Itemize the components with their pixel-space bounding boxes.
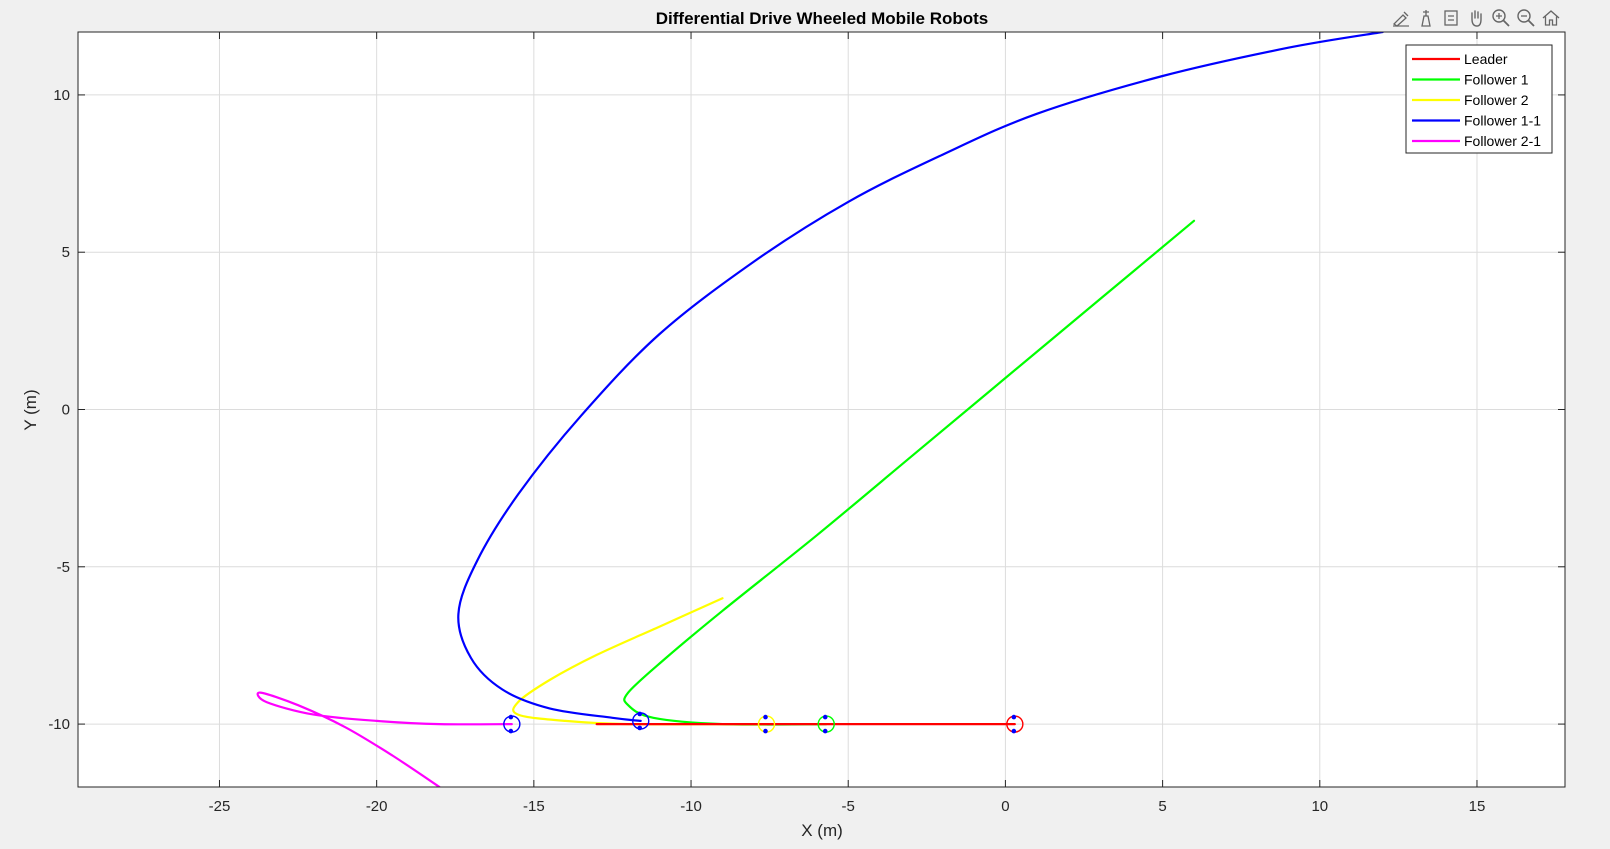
- legend-label: Leader: [1464, 51, 1508, 67]
- legend-label: Follower 1-1: [1464, 113, 1541, 129]
- series-layer: [256, 32, 1384, 787]
- robot-marker: [632, 711, 650, 731]
- robot-marker: [503, 714, 521, 734]
- y-tick-label: 0: [62, 402, 70, 419]
- x-tick-label: -5: [842, 798, 855, 815]
- legend-entry[interactable]: Follower 2: [1412, 92, 1529, 108]
- legend-entry[interactable]: Follower 2-1: [1412, 133, 1541, 149]
- robot-wheel: [763, 728, 768, 734]
- x-tick-label: -20: [366, 798, 388, 815]
- legend-entry[interactable]: Leader: [1412, 51, 1508, 67]
- data-cursor-button[interactable]: [1440, 6, 1462, 30]
- x-tick-label: -10: [680, 798, 702, 815]
- brush-edit-icon: [1392, 11, 1409, 27]
- x-tick-label: 10: [1311, 798, 1328, 815]
- robot-wheel: [637, 711, 643, 717]
- legend[interactable]: Leader Follower 1 Follower 2 Follower 1-1 Fo…: [1405, 44, 1553, 154]
- y-tick-label: -5: [57, 559, 70, 576]
- robot-wheel: [637, 725, 643, 731]
- y-tick-label: 5: [62, 244, 70, 261]
- x-tick-label: -15: [523, 798, 545, 815]
- chart-title: Differential Drive Wheeled Mobile Robots: [656, 9, 989, 28]
- data-tips-button[interactable]: [1415, 6, 1437, 30]
- robot-wheel: [508, 714, 514, 720]
- x-axis-label: X (m): [801, 821, 843, 840]
- legend-label: Follower 2-1: [1464, 133, 1541, 149]
- grid-layer: [78, 32, 1565, 787]
- pan-button[interactable]: [1465, 6, 1487, 30]
- zoom-out-button[interactable]: [1515, 6, 1537, 30]
- robot-wheel: [508, 728, 514, 734]
- y-tick-label: -10: [48, 716, 70, 733]
- brush-edit-button[interactable]: [1390, 6, 1412, 30]
- robot-marker: [1006, 714, 1024, 734]
- x-tick-label: 15: [1469, 798, 1486, 815]
- robot-wheel: [763, 714, 768, 720]
- y-tick-label: 10: [53, 87, 70, 104]
- pan-hand-icon: [1471, 10, 1482, 27]
- zoom-in-icon: [1492, 9, 1510, 27]
- series-line-follower-2-1: [256, 691, 513, 787]
- legend-label: Follower 2: [1464, 92, 1529, 108]
- legend-label: Follower 1: [1464, 72, 1529, 88]
- home-button[interactable]: [1540, 6, 1562, 30]
- data-cursor-icon: [1444, 10, 1458, 26]
- legend-entry[interactable]: Follower 1: [1412, 72, 1529, 88]
- legend-entry[interactable]: Follower 1-1: [1412, 113, 1541, 129]
- zoom-in-button[interactable]: [1490, 6, 1512, 30]
- robot-wheel: [1011, 714, 1017, 720]
- tick-layer: -25 -20 -15 -10 -5 0 5 10 15 -10 -5 0 5 10: [48, 32, 1565, 815]
- x-tick-label: -25: [209, 798, 231, 815]
- robot-wheel: [1011, 728, 1017, 734]
- robot-marker: [817, 714, 835, 734]
- series-line-follower-1: [623, 219, 1196, 726]
- robot-marker: [757, 714, 776, 734]
- robot-wheel: [822, 714, 828, 720]
- home-restore-icon: [1542, 10, 1560, 26]
- y-axis-label: Y (m): [21, 389, 40, 430]
- series-line-follower-1-1: [457, 32, 1384, 722]
- x-tick-label: 0: [1001, 798, 1009, 815]
- robot-layer: [503, 711, 1024, 734]
- axes-toolbar: [1390, 6, 1562, 32]
- zoom-out-icon: [1517, 9, 1535, 27]
- x-tick-label: 5: [1158, 798, 1166, 815]
- data-tips-icon: [1421, 10, 1431, 27]
- robot-wheel: [822, 728, 828, 734]
